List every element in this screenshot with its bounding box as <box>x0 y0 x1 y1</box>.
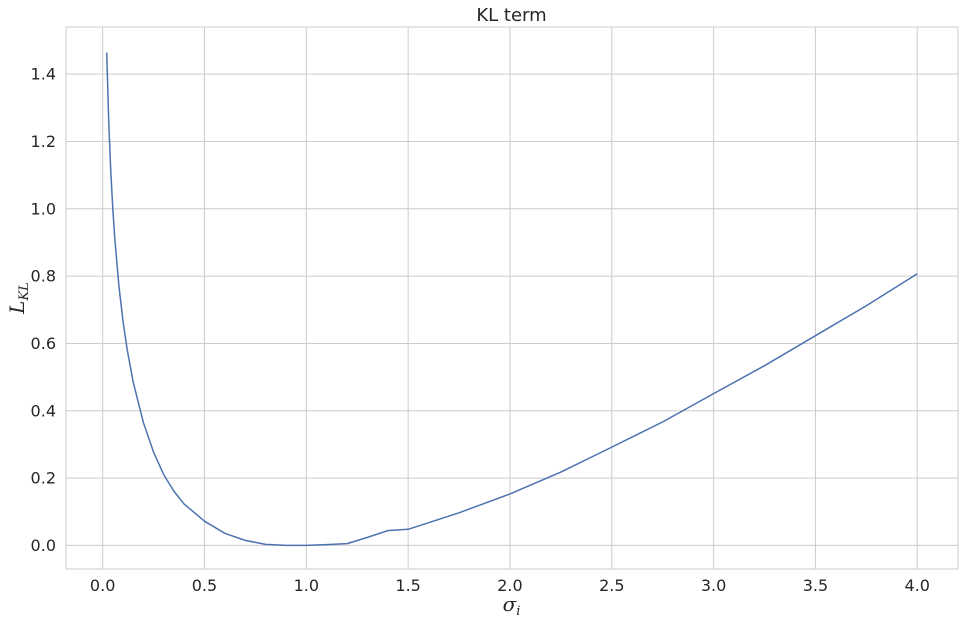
x-axis-label-main: σ <box>503 592 518 616</box>
x-tick-label: 4.0 <box>905 576 930 595</box>
y-tick-label: 0.0 <box>31 536 56 555</box>
y-tick-label: 0.6 <box>31 334 56 353</box>
y-axis-label: LKL <box>5 282 32 315</box>
y-tick-label: 0.2 <box>31 469 56 488</box>
y-tick-labels: 0.0 0.2 0.4 0.6 0.8 1.0 1.2 1.4 <box>31 65 56 555</box>
plot-frame <box>65 26 959 570</box>
y-tick-label: 0.4 <box>31 401 56 420</box>
y-axis-label-main: L <box>5 301 29 315</box>
kl-curve-line <box>105 52 918 547</box>
x-tick-label: 1.5 <box>395 576 420 595</box>
grid-lines <box>66 27 958 569</box>
x-tick-label: 1.0 <box>294 576 319 595</box>
y-tick-label: 1.4 <box>31 65 56 84</box>
x-tick-label: 3.5 <box>803 576 828 595</box>
x-tick-label: 0.0 <box>90 576 115 595</box>
chart-title: KL term <box>476 5 546 26</box>
x-tick-label: 2.5 <box>599 576 624 595</box>
y-tick-label: 1.0 <box>31 199 56 218</box>
x-tick-label: 2.0 <box>497 576 522 595</box>
x-axis-label-sub: i <box>516 604 520 619</box>
x-axis-label: σi <box>503 592 521 619</box>
x-tick-label: 0.5 <box>192 576 217 595</box>
y-tick-label: 0.8 <box>31 267 56 286</box>
x-tick-label: 3.0 <box>701 576 726 595</box>
y-tick-label: 1.2 <box>31 132 56 151</box>
x-tick-labels: 0.0 0.5 1.0 1.5 2.0 2.5 3.0 3.5 4.0 <box>90 576 930 595</box>
y-axis-label-sub: KL <box>17 282 32 301</box>
